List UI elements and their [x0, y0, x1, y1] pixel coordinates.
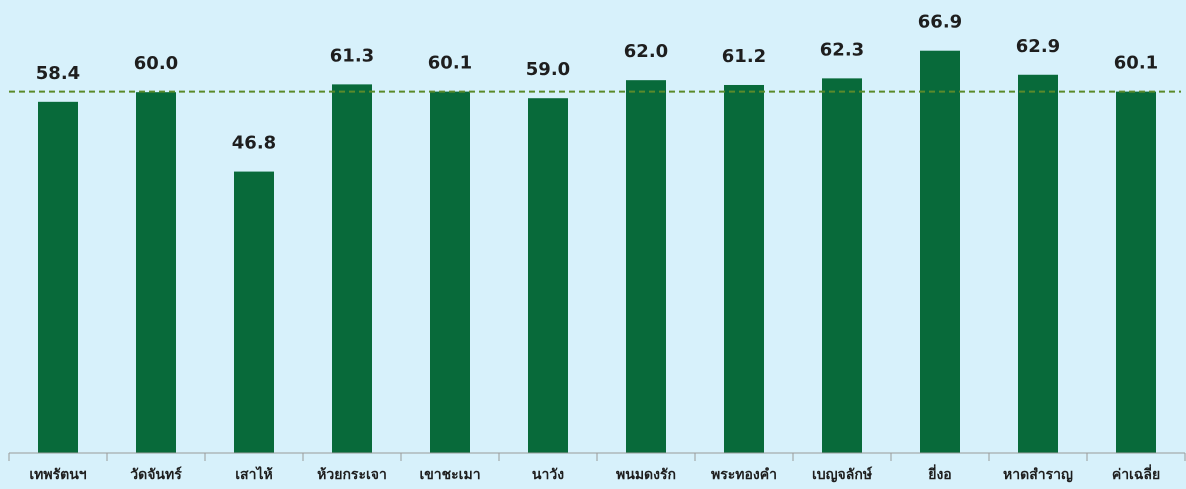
bar — [528, 98, 568, 454]
x-tick-label: เบญจลักษ์ — [812, 466, 872, 483]
value-label: 46.8 — [232, 133, 276, 154]
x-tick-label: เสาไห้ — [235, 465, 272, 483]
x-tick-label: วัดจันทร์ — [130, 466, 182, 483]
value-label: 59.0 — [526, 59, 570, 80]
value-label: 61.2 — [722, 46, 766, 67]
x-tick-label: ยี่งอ — [927, 464, 951, 483]
x-tick-label: เทพรัตนฯ — [29, 467, 86, 483]
bar — [626, 80, 666, 453]
bar — [1116, 91, 1156, 453]
value-label: 62.3 — [820, 39, 864, 60]
bar — [430, 91, 470, 453]
bar — [920, 50, 960, 453]
value-label: 62.0 — [624, 41, 668, 62]
bar — [724, 84, 764, 453]
x-tick-label: พระทองคำ — [711, 467, 777, 483]
value-label: 62.9 — [1016, 36, 1060, 57]
bar — [1018, 74, 1058, 454]
value-label: 60.1 — [1114, 53, 1158, 74]
bar — [38, 101, 78, 453]
value-label: 66.9 — [918, 12, 962, 33]
x-tick-label: หาดสำราญ — [1003, 467, 1073, 483]
x-tick-label: ค่าเฉลี่ย — [1112, 464, 1160, 483]
bar — [234, 171, 274, 454]
value-label: 60.1 — [428, 53, 472, 74]
x-tick-label: พนมดงรัก — [616, 467, 676, 483]
bar — [822, 78, 862, 454]
x-tick-label: เขาชะเมา — [419, 467, 480, 483]
bar — [136, 92, 176, 453]
x-tick-label: นาวัง — [532, 467, 564, 483]
value-label: 61.3 — [330, 45, 374, 66]
value-label: 58.4 — [36, 63, 80, 84]
value-label: 60.0 — [134, 53, 178, 74]
x-tick-label: ห้วยกระเจา — [317, 467, 387, 483]
bar — [332, 84, 372, 454]
